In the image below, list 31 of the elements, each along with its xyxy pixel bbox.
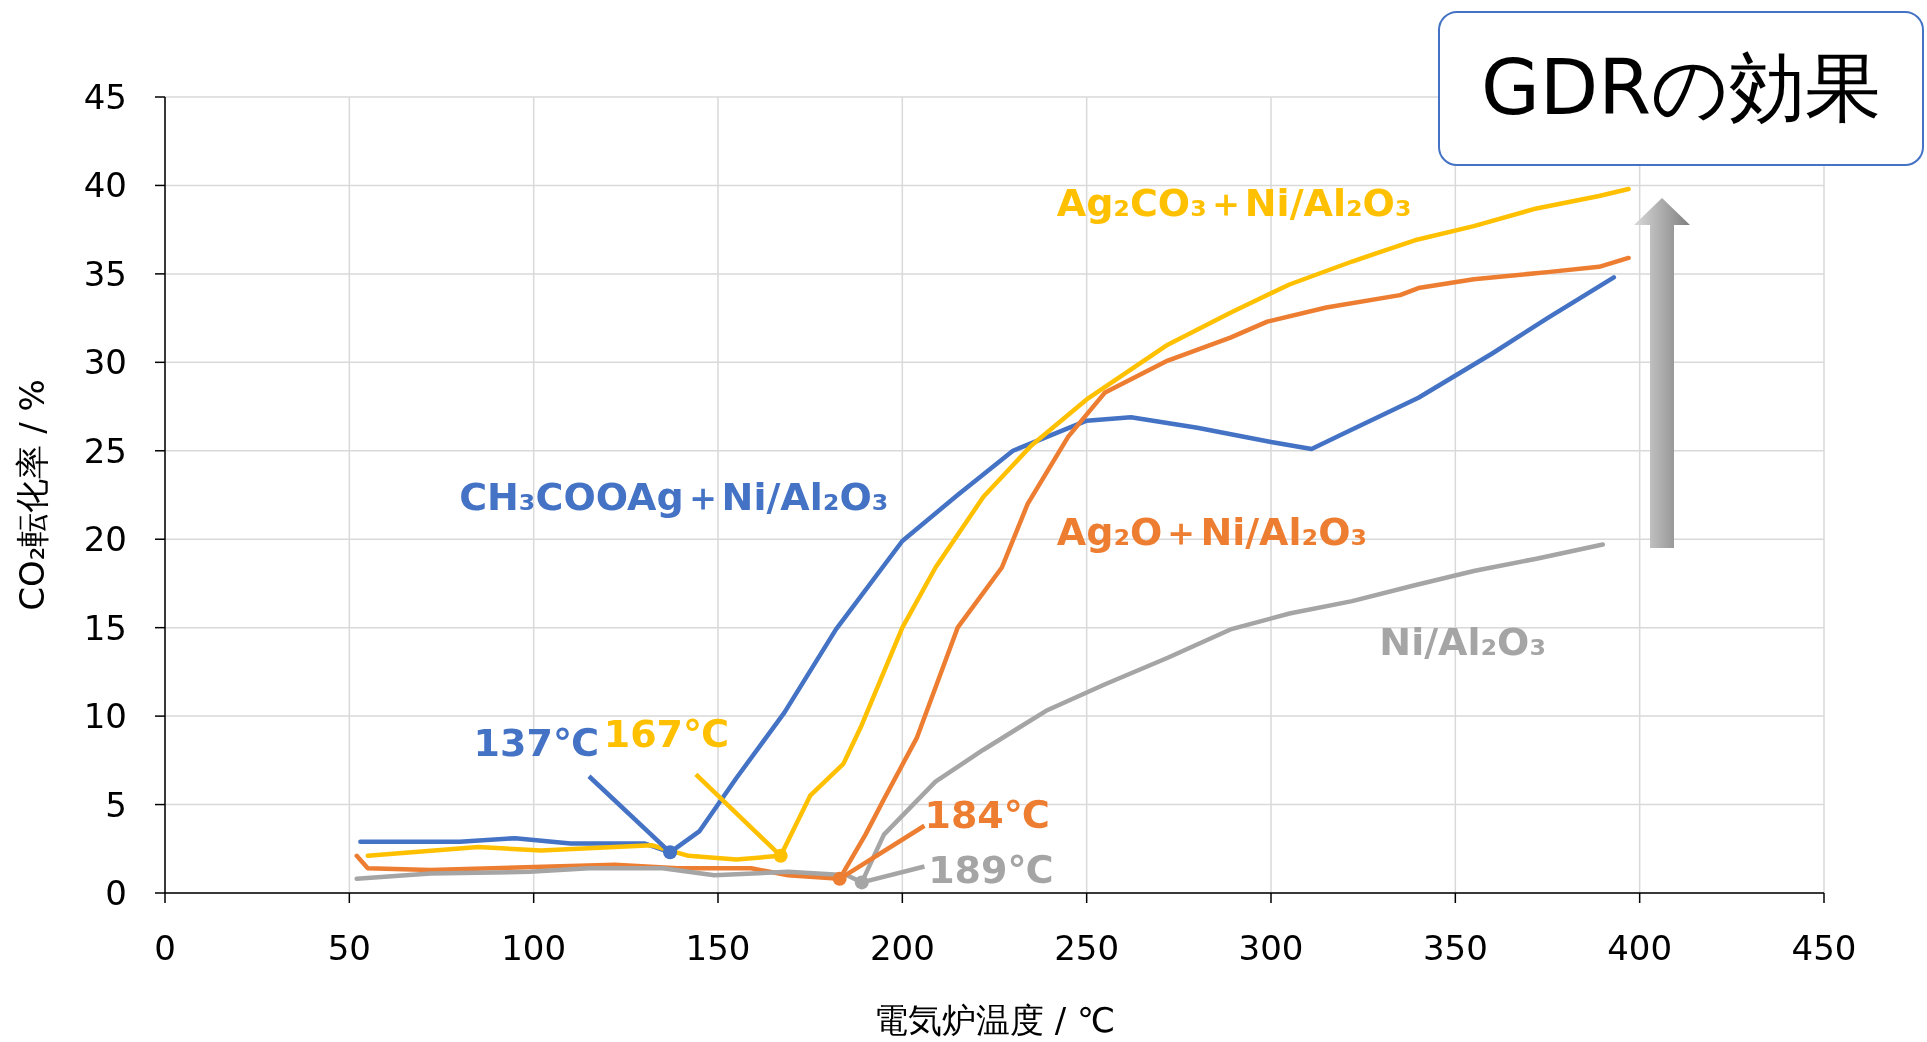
x-tick-label: 450: [1791, 928, 1857, 968]
y-tick-label: 25: [83, 430, 127, 471]
y-tick-label: 40: [83, 165, 127, 206]
y-tick-label: 0: [105, 873, 127, 913]
y-tick-label: 20: [83, 519, 127, 560]
y-tick-label: 5: [105, 784, 127, 825]
series-label: Ag₂O＋Ni/Al₂O₃: [1056, 510, 1368, 555]
annotation: 137℃: [473, 720, 599, 765]
x-tick-label: 200: [869, 928, 935, 968]
x-tick-label: 300: [1238, 928, 1304, 968]
annotation: 167℃: [603, 711, 730, 756]
y-tick-label: 35: [83, 253, 127, 294]
series-label: Ni/Al₂O₃: [1379, 619, 1547, 664]
x-tick-label: 350: [1422, 928, 1488, 968]
x-axis-title: 電気炉温度 / ℃: [873, 1000, 1116, 1040]
y-tick-label: 15: [83, 607, 127, 648]
x-tick-label: 250: [1054, 928, 1120, 968]
y-tick-label: 10: [83, 696, 127, 737]
y-tick-label: 30: [83, 342, 127, 383]
x-tick-label: 50: [327, 928, 371, 968]
y-tick-label: 45: [83, 77, 127, 117]
x-tick-label: 100: [501, 928, 567, 968]
annotation: 184℃: [924, 793, 1050, 838]
annotation: 189℃: [928, 848, 1054, 892]
annotation: GDRの効果: [1480, 43, 1882, 132]
series-label: Ag₂CO₃＋Ni/Al₂O₃: [1056, 181, 1412, 226]
x-tick-label: 0: [154, 928, 176, 968]
x-tick-label: 150: [685, 928, 751, 968]
series-label: CH₃COOAg＋Ni/Al₂O₃: [459, 474, 889, 519]
x-tick-label: 400: [1607, 928, 1673, 968]
y-axis-title: CO₂転化率 / %: [12, 379, 52, 611]
